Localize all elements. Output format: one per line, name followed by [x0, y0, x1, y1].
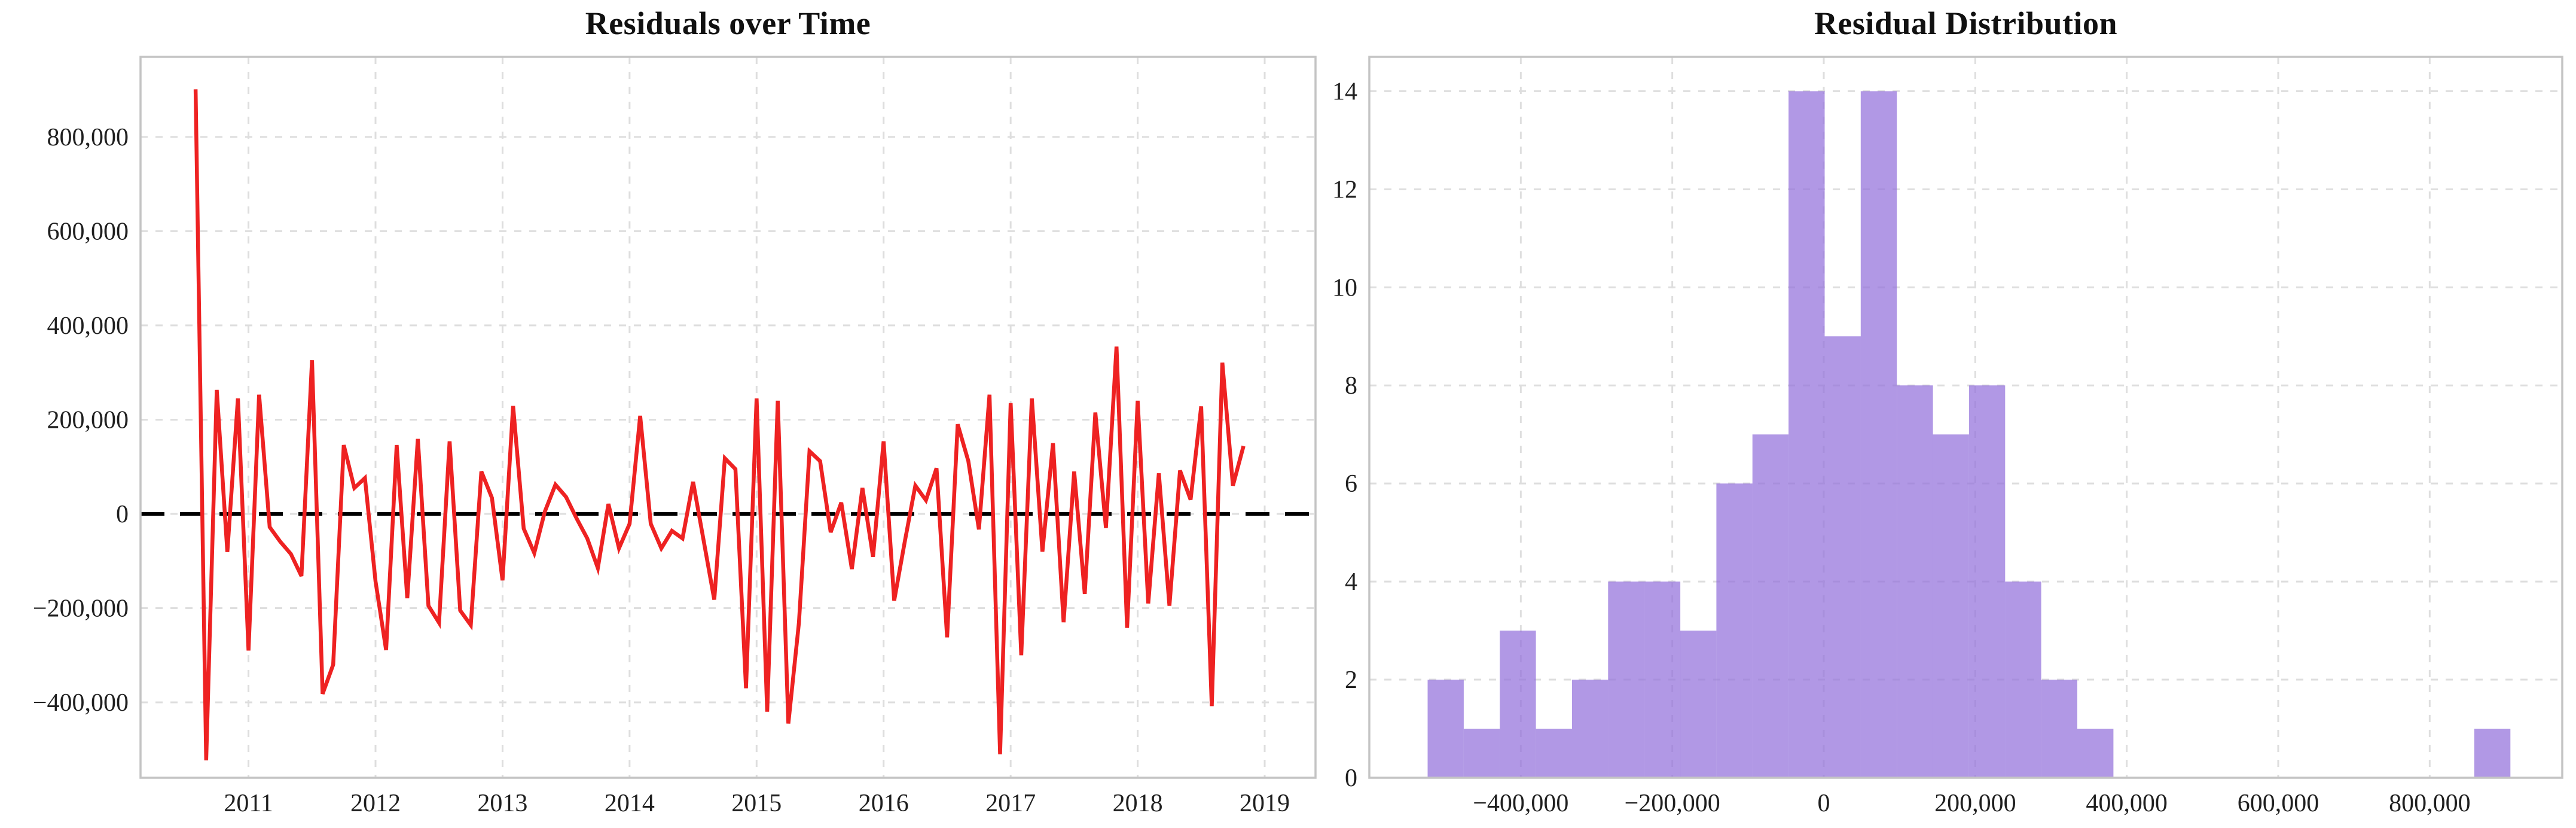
x-tick-label: −400,000	[1473, 790, 1568, 817]
x-tick-label: 600,000	[2238, 790, 2319, 817]
x-tick-label: 2012	[350, 790, 401, 817]
histogram-bar	[1536, 729, 1572, 778]
histogram-bar	[2077, 729, 2114, 778]
histogram-bar	[1968, 385, 2006, 778]
residuals-line-plot: 2011 2012 2013 2014 2015 2016 2017 2018 2019 800,…	[33, 56, 1317, 817]
residual-distribution-chart: Residual Distribution −400,000 −200,000 0 2…	[1333, 0, 2576, 828]
y-tick-label: −200,000	[33, 595, 129, 622]
histogram-bar	[1897, 385, 1933, 778]
y-tick-label: 400,000	[47, 312, 129, 340]
y-tick-label: 6	[1345, 470, 1357, 498]
x-tick-label: 200,000	[1934, 790, 2016, 817]
histogram-bar	[1500, 631, 1536, 778]
y-tick-label: 0	[1345, 765, 1357, 792]
x-tick-label: 2018	[1113, 790, 1163, 817]
histogram-bar	[1572, 680, 1609, 778]
y-tick-label: 4	[1345, 568, 1357, 596]
y-tick-label: 10	[1333, 274, 1357, 302]
histogram-bar	[1788, 91, 1825, 778]
y-tick-label: 14	[1333, 78, 1357, 105]
histogram-bar	[1680, 631, 1717, 778]
y-tick-label: 2	[1345, 666, 1357, 694]
residuals-line	[193, 89, 1246, 760]
histogram-bar	[1824, 336, 1861, 778]
histogram-bar	[2474, 729, 2511, 778]
y-tick-label: −400,000	[33, 689, 129, 717]
histogram-bar	[2041, 680, 2077, 778]
x-tick-label: 400,000	[2086, 790, 2168, 817]
histogram-bar	[1644, 582, 1681, 778]
residuals-over-time-chart: Residuals over Time 2011 2012 2013 2014 2015…	[33, 5, 1317, 817]
histogram-bar	[1752, 434, 1789, 778]
histogram-bar	[1716, 483, 1753, 778]
x-tick-label: −200,000	[1625, 790, 1720, 817]
x-tick-label: 2014	[605, 790, 655, 817]
histogram-bar	[2005, 582, 2041, 778]
x-tick-label: 2015	[731, 790, 782, 817]
histogram-bar	[1608, 582, 1644, 778]
y-tick-label: 200,000	[47, 406, 129, 434]
y-tick-label: 12	[1333, 176, 1357, 203]
left-chart-title: Residuals over Time	[585, 5, 871, 41]
x-tick-label: 2017	[985, 790, 1036, 817]
x-tick-label: 0	[1818, 790, 1830, 817]
y-tick-label: 600,000	[47, 218, 129, 245]
x-tick-label: 2019	[1240, 790, 1290, 817]
residual-histogram-plot: −400,000 −200,000 0 200,000 400,000 600,000 80…	[1333, 56, 2563, 817]
histogram-bar	[1427, 680, 1464, 778]
x-tick-label: 2011	[224, 790, 273, 817]
x-tick-label: 2013	[477, 790, 527, 817]
right-chart-title: Residual Distribution	[1814, 5, 2118, 41]
y-tick-label: 800,000	[47, 124, 129, 151]
y-tick-label: 8	[1345, 372, 1357, 400]
x-tick-label: 2016	[859, 790, 909, 817]
histogram-bar	[1933, 434, 1969, 778]
x-tick-label: 800,000	[2389, 790, 2471, 817]
histogram-bar	[1860, 91, 1897, 778]
y-tick-label: 0	[116, 501, 129, 528]
histogram-bar	[1463, 729, 1500, 778]
